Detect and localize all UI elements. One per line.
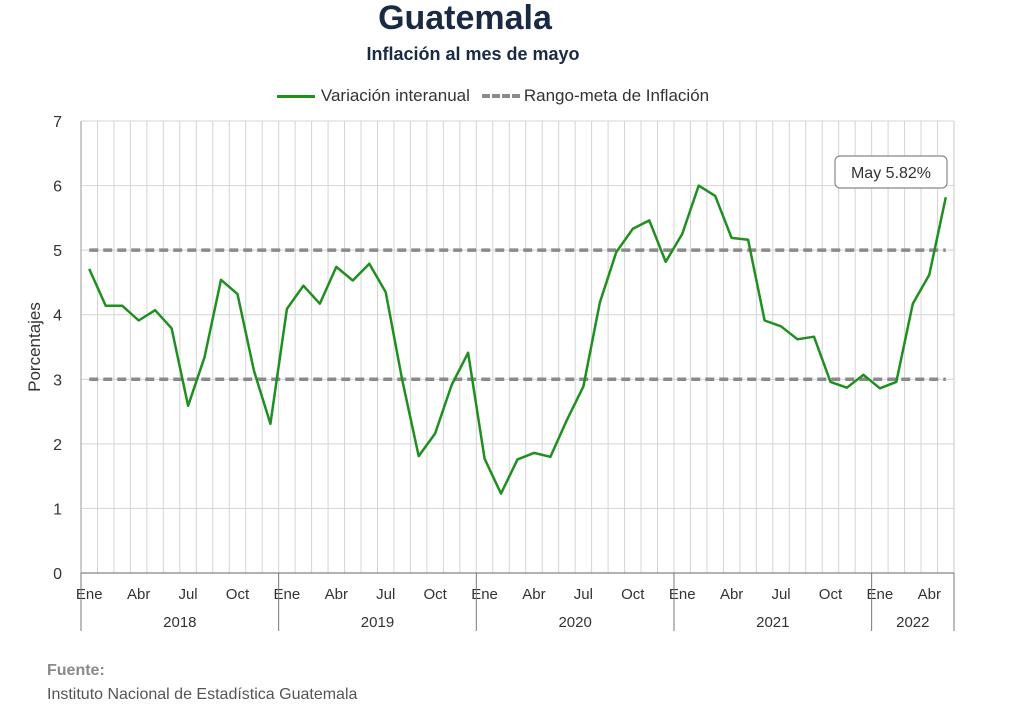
chart-title: Guatemala xyxy=(378,0,552,37)
year-label: 2022 xyxy=(896,614,929,631)
year-label: 2021 xyxy=(756,614,789,631)
x-tick-label: Oct xyxy=(226,586,250,603)
year-label: 2020 xyxy=(558,614,591,631)
x-tick-label: Abr xyxy=(127,586,150,603)
x-tick-label: Ene xyxy=(76,586,103,603)
legend-swatch-series xyxy=(276,94,315,98)
y-tick-label: 0 xyxy=(53,566,62,583)
x-tick-label: Abr xyxy=(522,586,545,603)
x-tick-label: Ene xyxy=(274,586,301,603)
chart-subtitle: Inflación al mes de mayo xyxy=(366,44,580,64)
y-tick-label: 7 xyxy=(53,114,62,131)
x-tick-label: Abr xyxy=(720,586,743,603)
y-tick-label: 1 xyxy=(53,501,62,518)
year-label: 2019 xyxy=(361,614,394,631)
annotation-box xyxy=(834,155,948,189)
x-tick-label: Abr xyxy=(918,586,941,603)
x-tick-label: Abr xyxy=(325,586,348,603)
x-tick-label: Jul xyxy=(376,586,395,603)
y-tick-label: 4 xyxy=(53,308,62,325)
y-tick-label: 5 xyxy=(53,243,62,260)
y-tick-label: 3 xyxy=(53,372,62,389)
legend-label-series: Variación interanual xyxy=(320,86,470,105)
y-axis-label: Porcentajes xyxy=(25,302,44,392)
x-tick-label: Jul xyxy=(771,586,790,603)
legend-swatch-range xyxy=(481,94,520,98)
series-line xyxy=(88,184,948,495)
year-label: 2018 xyxy=(163,614,196,631)
x-tick-label: Oct xyxy=(819,586,843,603)
y-tick-label: 6 xyxy=(53,179,62,196)
x-tick-label: Jul xyxy=(178,586,197,603)
source-label: Fuente: xyxy=(47,662,105,679)
x-tick-label: Oct xyxy=(423,586,447,603)
x-tick-label: Ene xyxy=(471,586,498,603)
chart-legend: Variación interanual Rango-meta de Infla… xyxy=(0,86,986,106)
legend-item-series: Variación interanual xyxy=(276,86,470,106)
x-tick-label: Jul xyxy=(574,586,593,603)
legend-label-range: Rango-meta de Inflación xyxy=(523,86,710,105)
legend-item-range: Rango-meta de Inflación xyxy=(481,86,710,106)
x-tick-label: Ene xyxy=(669,586,696,603)
x-tick-label: Ene xyxy=(867,586,894,603)
source-text: Instituto Nacional de Estadística Guatem… xyxy=(47,686,358,703)
annotation-label: May 5.82% xyxy=(851,165,931,182)
y-tick-label: 2 xyxy=(53,437,62,454)
x-tick-label: Oct xyxy=(621,586,645,603)
